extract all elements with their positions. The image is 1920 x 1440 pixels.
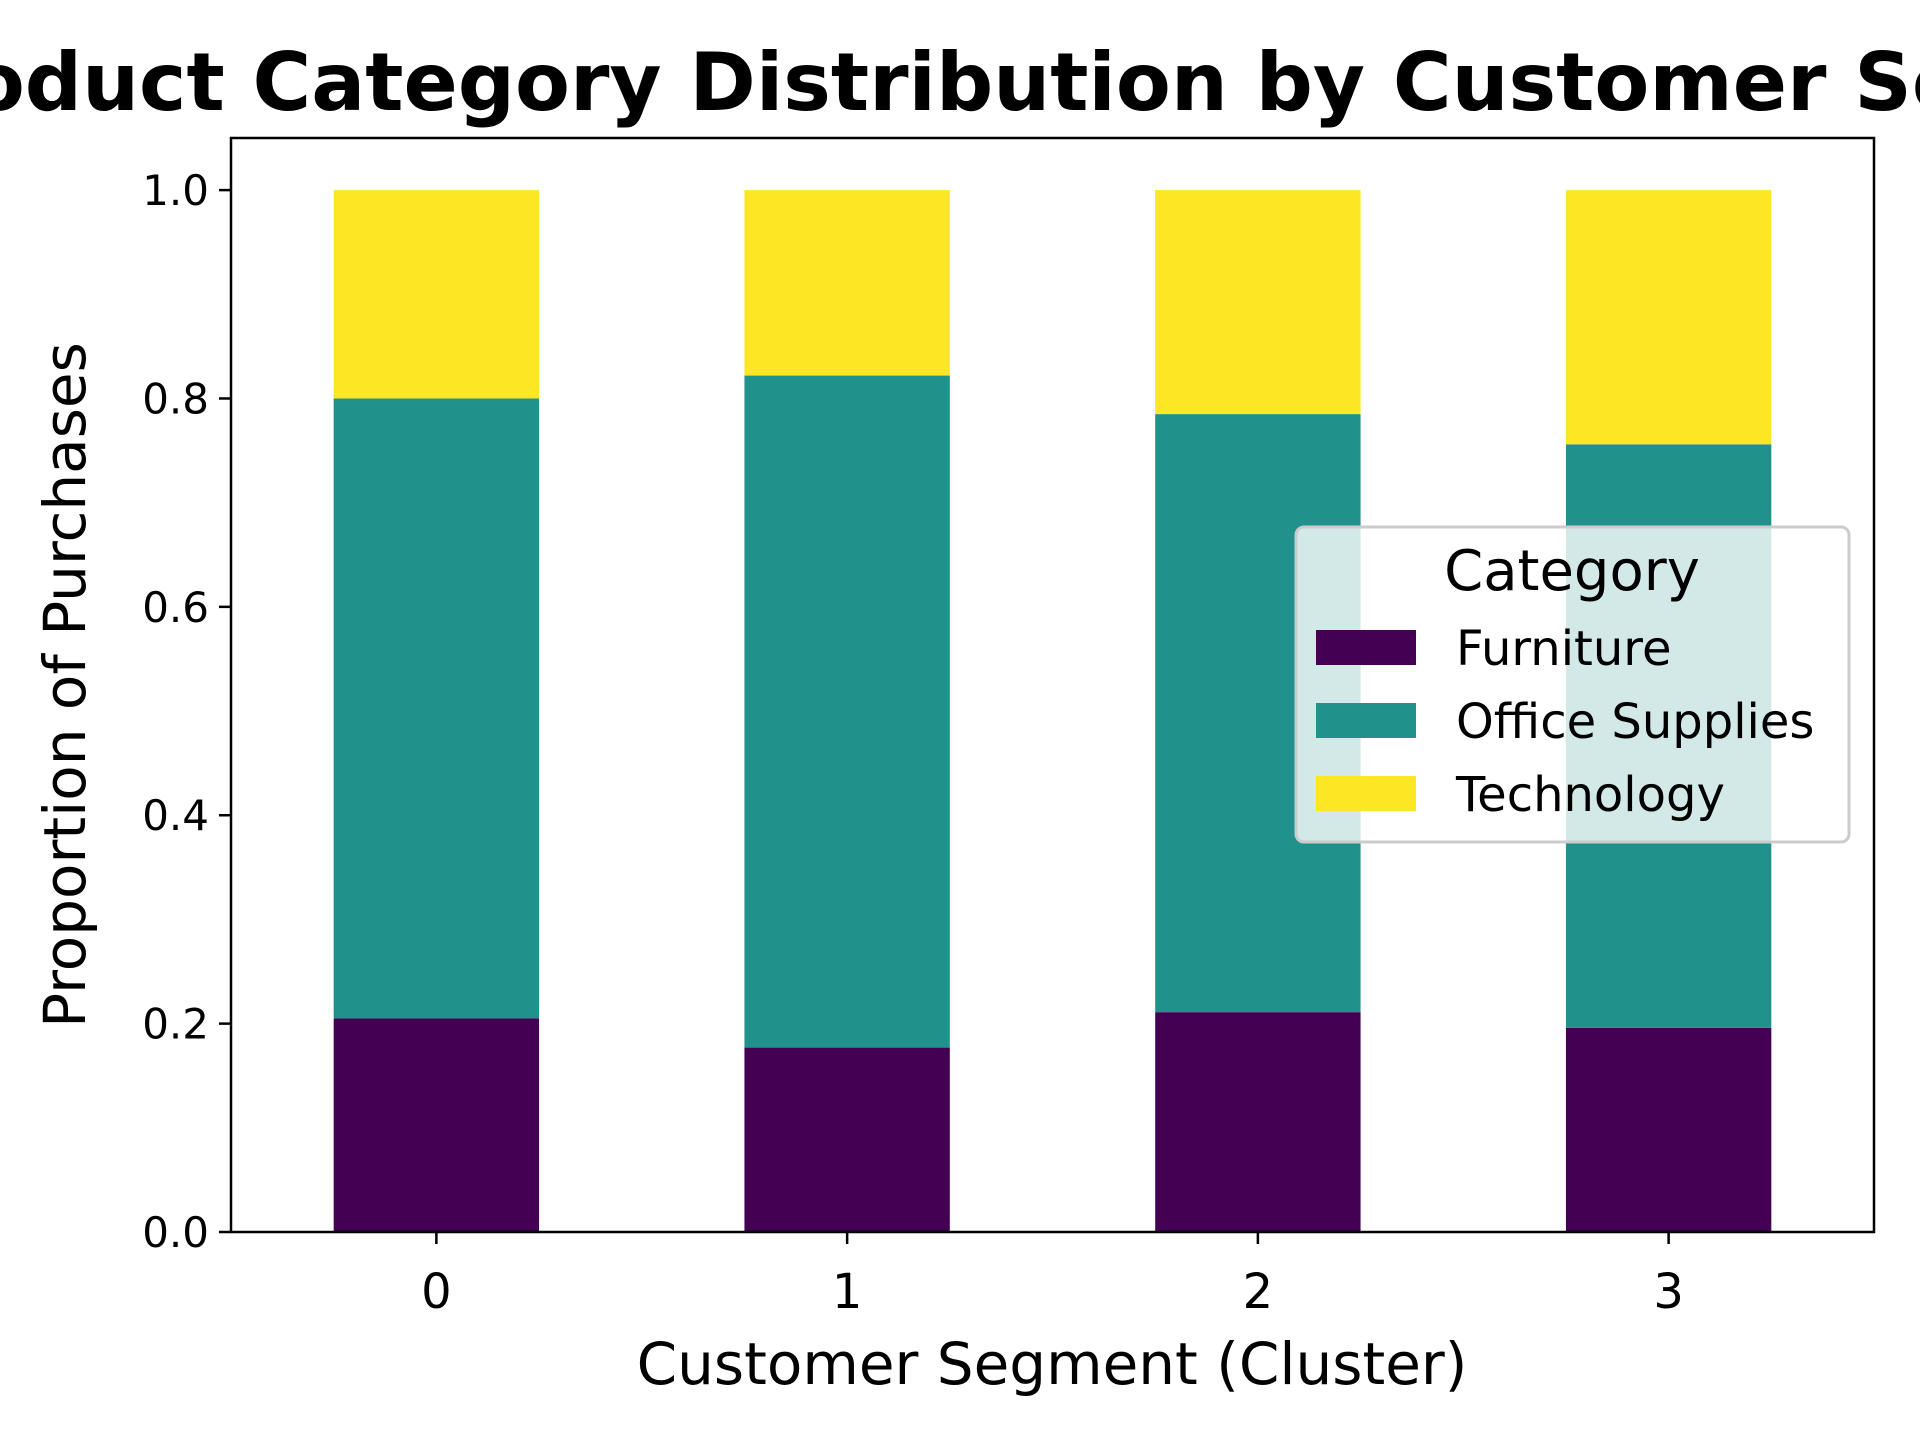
y-tick-label: 0.8 [142, 374, 209, 423]
legend-swatch-technology [1316, 776, 1416, 811]
x-axis: 0 1 2 3 [421, 1232, 1684, 1320]
chart-title: Product Category Distribution by Custome… [0, 36, 1920, 129]
x-tick-label: 3 [1653, 1264, 1684, 1320]
bars-layer [333, 190, 1772, 1232]
y-axis: 0.0 0.2 0.4 0.6 0.8 1.0 [142, 166, 231, 1257]
y-axis-label: Proportion of Purchases [31, 342, 99, 1028]
bar-furniture-segment-3 [1565, 1027, 1772, 1232]
y-tick-label: 0.0 [142, 1208, 209, 1257]
bar-furniture-segment-2 [1155, 1012, 1361, 1232]
x-axis-label: Customer Segment (Cluster) [637, 1330, 1468, 1398]
bar-technology-segment-2 [1155, 190, 1361, 415]
bar-furniture-segment-0 [333, 1018, 540, 1232]
plot-frame [229, 136, 1876, 1234]
bar-technology-segment-1 [744, 190, 950, 376]
legend-label-furniture: Furniture [1456, 621, 1672, 677]
y-tick-label: 0.2 [142, 1000, 209, 1049]
bar-furniture-segment-1 [744, 1047, 950, 1232]
legend-swatch-furniture [1316, 630, 1416, 665]
x-tick-label: 0 [421, 1264, 452, 1320]
y-tick-label: 0.4 [142, 791, 209, 840]
x-tick-label: 1 [832, 1264, 863, 1320]
legend-items: Furniture Office Supplies Technology [1316, 621, 1814, 823]
legend-label-office-supplies: Office Supplies [1456, 694, 1814, 750]
legend-swatch-office-supplies [1316, 703, 1416, 738]
x-tick-label: 2 [1243, 1264, 1274, 1320]
bar-office-supplies-segment-0 [333, 398, 540, 1019]
y-tick-label: 1.0 [142, 166, 209, 215]
bar-technology-segment-0 [333, 190, 540, 399]
y-tick-label: 0.6 [142, 583, 209, 632]
legend-title: Category [1444, 539, 1700, 604]
legend-label-technology: Technology [1455, 767, 1725, 823]
legend: Category Furniture Office Supplies Technol… [1294, 525, 1851, 844]
bar-office-supplies-segment-1 [744, 375, 950, 1048]
legend-box [1294, 525, 1851, 844]
bar-technology-segment-3 [1565, 190, 1772, 445]
